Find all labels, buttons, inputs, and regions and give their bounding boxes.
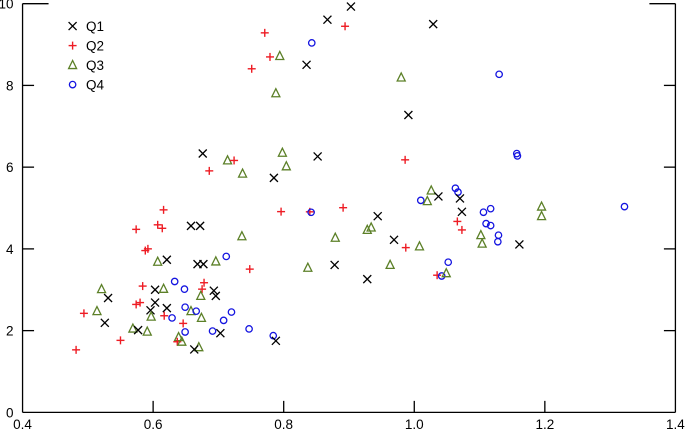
svg-text:Q3: Q3 xyxy=(86,58,104,73)
svg-text:1.4: 1.4 xyxy=(666,417,685,431)
svg-text:4: 4 xyxy=(6,242,14,257)
svg-text:Q2: Q2 xyxy=(86,39,104,54)
svg-text:0.4: 0.4 xyxy=(13,417,32,431)
svg-text:Q1: Q1 xyxy=(86,19,104,34)
svg-text:6: 6 xyxy=(6,160,14,175)
svg-text:1.0: 1.0 xyxy=(405,417,424,431)
svg-text:2: 2 xyxy=(6,324,14,339)
svg-text:8: 8 xyxy=(6,78,14,93)
svg-text:1.2: 1.2 xyxy=(535,417,554,431)
svg-text:0.6: 0.6 xyxy=(144,417,163,431)
svg-text:Q4: Q4 xyxy=(86,78,105,93)
svg-text:10: 10 xyxy=(0,0,14,12)
svg-text:0.8: 0.8 xyxy=(274,417,293,431)
